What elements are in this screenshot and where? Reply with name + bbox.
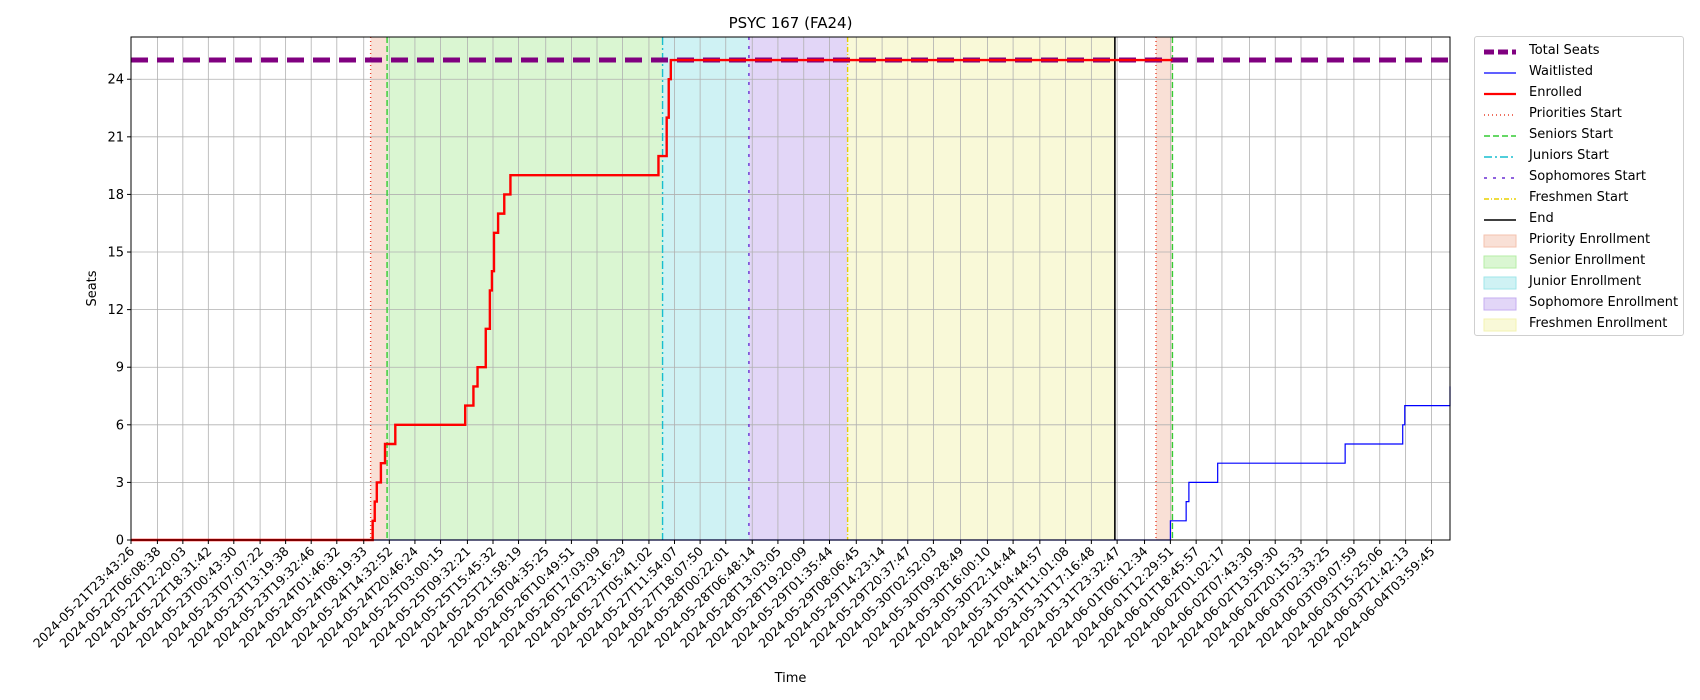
span-priority-enrollment-5 xyxy=(1155,37,1173,540)
y-tick-label-8: 24 xyxy=(107,73,124,88)
legend-swatch xyxy=(1483,275,1517,289)
y-axis-ticks: 0 3 6 9 12 15 18 21 24 xyxy=(107,73,131,549)
series-enrolled xyxy=(131,58,1173,542)
legend-label: Freshmen Start xyxy=(1529,190,1629,205)
y-tick-label-1: 3 xyxy=(116,476,124,491)
y-tick-label-4: 12 xyxy=(107,303,124,318)
legend-swatch xyxy=(1483,44,1517,58)
x-axis-ticks: 2024-05-21T23:43:262024-05-22T06:08:3820… xyxy=(30,540,1438,651)
legend-item-junior-enrollment: Junior Enrollment xyxy=(1483,271,1641,292)
legend-item-priorities-start: Priorities Start xyxy=(1483,103,1622,124)
legend-item-sophomores-start: Sophomores Start xyxy=(1483,166,1646,187)
y-tick-label-3: 9 xyxy=(116,361,124,376)
legend-label: Senior Enrollment xyxy=(1529,253,1646,268)
y-axis-label: Seats xyxy=(85,270,100,306)
y-tick-label-0: 0 xyxy=(116,534,124,549)
y-tick-label-6: 18 xyxy=(107,188,124,203)
span-freshmen-enrollment-4 xyxy=(847,37,1115,540)
legend-label: Total Seats xyxy=(1529,43,1600,58)
legend-label: Seniors Start xyxy=(1529,127,1614,142)
legend-label: Sophomores Start xyxy=(1529,169,1646,184)
legend-swatch xyxy=(1483,296,1517,310)
series-lines xyxy=(131,57,1451,542)
enrollment-period-spans xyxy=(370,37,1173,540)
y-tick-label-2: 6 xyxy=(116,418,124,433)
legend-swatch xyxy=(1483,149,1517,163)
gridlines xyxy=(130,37,1450,541)
chart-legend: Total Seats Waitlisted Enrolled Priorities … xyxy=(1474,36,1684,336)
legend-label: Sophomore Enrollment xyxy=(1529,295,1679,310)
span-sophomore-enrollment-3 xyxy=(748,37,848,540)
x-axis-label: Time xyxy=(774,671,807,686)
span-priority-enrollment-0 xyxy=(370,37,388,540)
span-senior-enrollment-1 xyxy=(387,37,663,540)
legend-item-enrolled: Enrolled xyxy=(1483,82,1582,103)
legend-swatch xyxy=(1483,170,1517,184)
y-tick-label-7: 21 xyxy=(107,130,124,145)
legend-swatch xyxy=(1483,191,1517,205)
legend-label: Juniors Start xyxy=(1529,148,1609,163)
legend-swatch xyxy=(1483,107,1517,121)
legend-swatch xyxy=(1483,317,1517,331)
legend-swatch xyxy=(1483,233,1517,247)
legend-item-freshmen-enrollment: Freshmen Enrollment xyxy=(1483,313,1667,334)
legend-item-juniors-start: Juniors Start xyxy=(1483,145,1609,166)
legend-label: Priority Enrollment xyxy=(1529,232,1651,247)
legend-item-waitlisted: Waitlisted xyxy=(1483,61,1593,82)
plot-frame xyxy=(130,36,1451,541)
legend-swatch xyxy=(1483,254,1517,268)
legend-label: Junior Enrollment xyxy=(1529,274,1642,289)
legend-swatch xyxy=(1483,212,1517,226)
legend-item-end: End xyxy=(1483,208,1554,229)
legend-swatch xyxy=(1483,86,1517,100)
legend-item-sophomore-enrollment: Sophomore Enrollment xyxy=(1483,292,1678,313)
series-waitlisted xyxy=(131,386,1451,541)
legend-item-total-seats: Total Seats xyxy=(1483,40,1600,61)
legend-label: End xyxy=(1529,211,1554,226)
legend-item-priority-enrollment: Priority Enrollment xyxy=(1483,229,1650,250)
legend-swatch xyxy=(1483,65,1517,79)
chart-title: PSYC 167 (FA24) xyxy=(729,14,853,32)
legend-swatch xyxy=(1483,128,1517,142)
y-tick-label-5: 15 xyxy=(107,246,124,261)
legend-item-senior-enrollment: Senior Enrollment xyxy=(1483,250,1645,271)
legend-label: Waitlisted xyxy=(1529,64,1594,79)
legend-label: Freshmen Enrollment xyxy=(1529,316,1668,331)
phase-start-lines xyxy=(369,37,1174,540)
span-junior-enrollment-2 xyxy=(662,37,749,540)
legend-label: Priorities Start xyxy=(1529,106,1622,121)
legend-item-freshmen-start: Freshmen Start xyxy=(1483,187,1628,208)
legend-label: Enrolled xyxy=(1529,85,1582,100)
legend-item-seniors-start: Seniors Start xyxy=(1483,124,1613,145)
